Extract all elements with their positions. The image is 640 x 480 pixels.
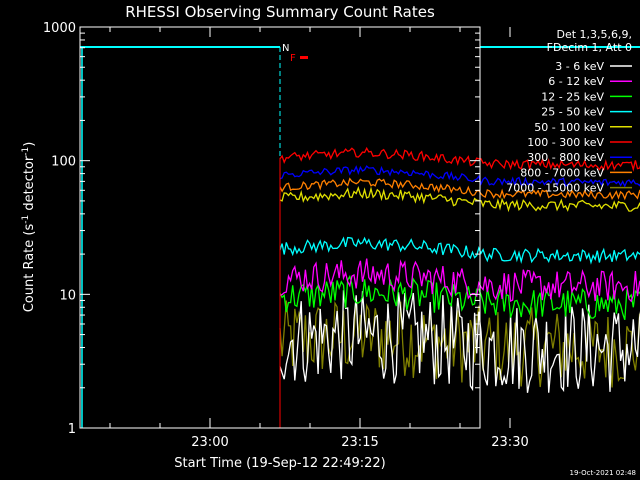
series-line-7000-15000-kev <box>279 297 640 388</box>
y-tick-label: 1000 <box>43 21 76 36</box>
legend-header-line-1: Det 1,3,5,6,9, <box>556 28 632 41</box>
y-tick-label: 1 <box>68 422 76 437</box>
y-axis-label-mid: detector <box>22 155 37 215</box>
series-line-50-100-kev <box>279 186 640 213</box>
legend: Det 1,3,5,6,9, FDecim 1, Att 0 3 - 6 keV… <box>506 28 632 195</box>
legend-label: 300 - 800 keV <box>527 151 604 164</box>
y-tick-label: 10 <box>59 288 76 303</box>
y-axis-label-sup1: -1 <box>21 215 31 224</box>
series-line-300-800-kev <box>279 165 640 188</box>
plot-area: NFS <box>80 43 640 428</box>
legend-label: 12 - 25 keV <box>541 90 604 103</box>
x-tick-label: 23:30 <box>491 435 528 450</box>
legend-label: 800 - 7000 keV <box>520 166 604 179</box>
flag-N: N <box>282 43 289 54</box>
legend-label: 50 - 100 keV <box>534 121 604 134</box>
chart-title: RHESSI Observing Summary Count Rates <box>125 3 435 21</box>
series-line-800-7000-kev <box>279 177 640 201</box>
plot-frame <box>79 26 481 429</box>
legend-label: 25 - 50 keV <box>541 106 604 119</box>
legend-label: 100 - 300 keV <box>527 136 604 149</box>
y-axis-label-sup2: -1 <box>21 147 31 156</box>
legend-header-line-2: FDecim 1, Att 0 <box>547 41 632 54</box>
y-axis-label-main: Count Rate (s <box>22 224 37 313</box>
series-line-3-6-kev <box>279 290 640 393</box>
flag-F-marker <box>300 56 308 59</box>
x-tick-label: 23:00 <box>191 435 228 450</box>
legend-label: 3 - 6 keV <box>555 60 604 73</box>
series-line-12-25-kev <box>279 274 640 321</box>
y-tick-label: 100 <box>51 155 76 170</box>
x-axis-label: Start Time (19-Sep-12 22:49:22) <box>174 456 385 471</box>
y-axis-label-end: ) <box>22 142 37 147</box>
y-axis-label: Count Rate (s-1 detector-1) <box>21 142 37 313</box>
flag-F: F <box>290 53 296 64</box>
series-line-100-300-kev <box>279 146 640 172</box>
series-line-25-50-kev <box>279 236 640 265</box>
series-line-6-12-kev <box>279 258 640 303</box>
footer-date: 19-Oct-2021 02:48 <box>570 469 636 477</box>
x-tick-label: 23:15 <box>341 435 378 450</box>
legend-label: 6 - 12 keV <box>548 75 604 88</box>
legend-label: 7000 - 15000 keV <box>506 182 604 195</box>
